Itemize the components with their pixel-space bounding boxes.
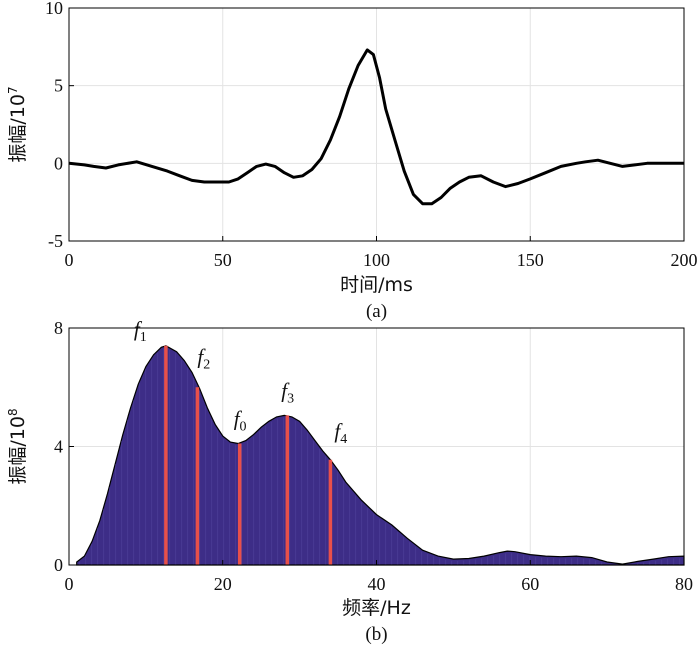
x-tick-label: 0	[65, 574, 74, 594]
x-tick-label: 100	[363, 250, 390, 270]
label-f4: f4	[334, 419, 347, 447]
x-tick-label: 60	[521, 574, 539, 594]
x-tick-label: 20	[214, 574, 232, 594]
x-tick-label: 50	[214, 250, 232, 270]
y-ticks-a: -5 0 5 10	[45, 0, 74, 251]
frequency-markers	[164, 345, 333, 565]
waveform-line	[68, 48, 684, 206]
y-tick-label: -5	[48, 231, 63, 251]
x-ticks-b: 0 20 40 60 80	[65, 560, 693, 594]
x-tick-label: 40	[368, 574, 386, 594]
y-tick-label: 0	[54, 555, 63, 575]
y-tick-label: 10	[45, 0, 63, 18]
spectrum-hatching	[79, 348, 681, 565]
frequency-annotations: f1 f2 f0 f3 f4	[134, 317, 347, 447]
y-axis-label-b: 振幅/108	[6, 408, 29, 484]
label-f2: f2	[197, 344, 210, 372]
grid-a	[68, 7, 685, 242]
x-axis-label-b: 频率/Hz	[342, 597, 411, 619]
x-tick-label: 200	[671, 250, 698, 270]
label-f3: f3	[281, 378, 294, 406]
spectrum-area	[76, 345, 685, 566]
spectrum-chart: f1 f2 f0 f3 f4 0 20 40 60 80 0 4 8 频率/Hz 振幅/108 (b…	[6, 317, 693, 645]
y-tick-label: 5	[54, 76, 63, 96]
caption-a: (a)	[366, 301, 387, 322]
x-tick-label: 0	[65, 250, 74, 270]
label-f1: f1	[134, 317, 147, 345]
x-axis-label-a: 时间/ms	[340, 274, 413, 296]
y-ticks-b: 0 4 8	[54, 318, 74, 575]
x-ticks-a: 0 50 100 150 200	[65, 236, 698, 270]
y-tick-label: 8	[54, 318, 63, 338]
y-tick-label: 0	[54, 153, 63, 173]
label-f0: f0	[234, 407, 247, 435]
x-tick-label: 80	[675, 574, 693, 594]
x-tick-label: 150	[517, 250, 544, 270]
y-axis-label-a: 振幅/107	[6, 86, 29, 162]
caption-b: (b)	[365, 624, 387, 645]
y-tick-label: 4	[54, 437, 63, 457]
